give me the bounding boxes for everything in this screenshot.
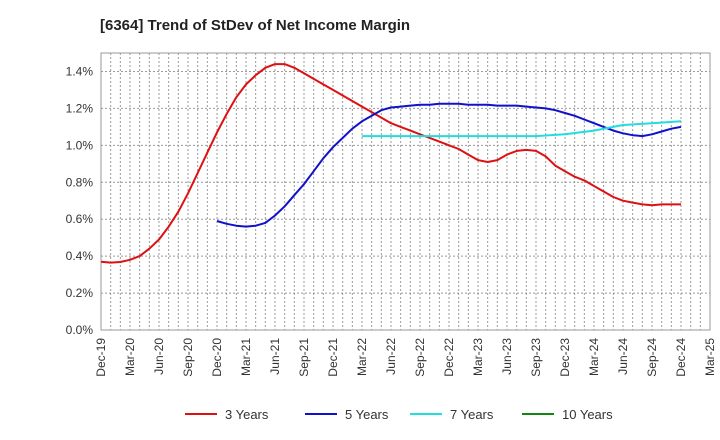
y-tick-label: 0.0% — [66, 323, 94, 337]
y-tick-label: 0.2% — [66, 286, 94, 300]
x-tick-label: Mar-22 — [355, 338, 369, 376]
x-tick-label: Dec-23 — [558, 338, 572, 377]
series-line-7-years — [362, 120, 682, 138]
chart-title: [6364] Trend of StDev of Net Income Marg… — [100, 17, 410, 34]
x-tick-label: Mar-24 — [587, 338, 601, 376]
y-tick-label: 1.2% — [66, 101, 94, 115]
x-tick-label: Jun-23 — [500, 338, 514, 375]
x-tick-label: Mar-25 — [703, 338, 717, 376]
x-tick-label: Dec-21 — [326, 338, 340, 377]
y-tick-label: 0.8% — [66, 175, 94, 189]
x-tick-label: Mar-21 — [239, 338, 253, 376]
x-tick-label: Jun-22 — [384, 338, 398, 375]
plot-area: 0.0% 0.2% 0.4% 0.6% 0.8% 1.0% 1.2% 1.4% Dec-19 Ma… — [66, 52, 717, 377]
x-tick-label: Jun-21 — [268, 338, 282, 375]
legend-label: 5 Years — [345, 407, 389, 422]
x-tick-label: Sep-23 — [529, 338, 543, 377]
x-tick-label: Sep-21 — [297, 338, 311, 377]
y-tick-label: 1.4% — [66, 64, 94, 78]
x-tick-label: Jun-24 — [616, 338, 630, 375]
x-tick-label: Mar-23 — [471, 338, 485, 376]
x-tick-label: Dec-22 — [442, 338, 456, 377]
legend: 3 Years 5 Years 7 Years 10 Years — [185, 407, 613, 422]
x-tick-label: Sep-24 — [645, 338, 659, 377]
x-tick-label: Sep-22 — [413, 338, 427, 377]
x-tick-label: Jun-20 — [152, 338, 166, 375]
series-line-3-years — [100, 63, 681, 264]
x-tick-label: Dec-19 — [94, 338, 108, 377]
x-tick-label: Mar-20 — [123, 338, 137, 376]
x-tick-label: Sep-20 — [181, 338, 195, 377]
legend-label: 3 Years — [225, 407, 269, 422]
series-line-5-years — [216, 102, 682, 228]
plot-frame — [100, 52, 711, 331]
legend-label: 7 Years — [450, 407, 494, 422]
y-tick-label: 0.6% — [66, 212, 94, 226]
x-tick-label: Dec-24 — [674, 338, 688, 377]
legend-label: 10 Years — [562, 407, 613, 422]
y-tick-label: 1.0% — [66, 138, 94, 152]
y-tick-label: 0.4% — [66, 249, 94, 263]
x-tick-label: Dec-20 — [210, 338, 224, 377]
